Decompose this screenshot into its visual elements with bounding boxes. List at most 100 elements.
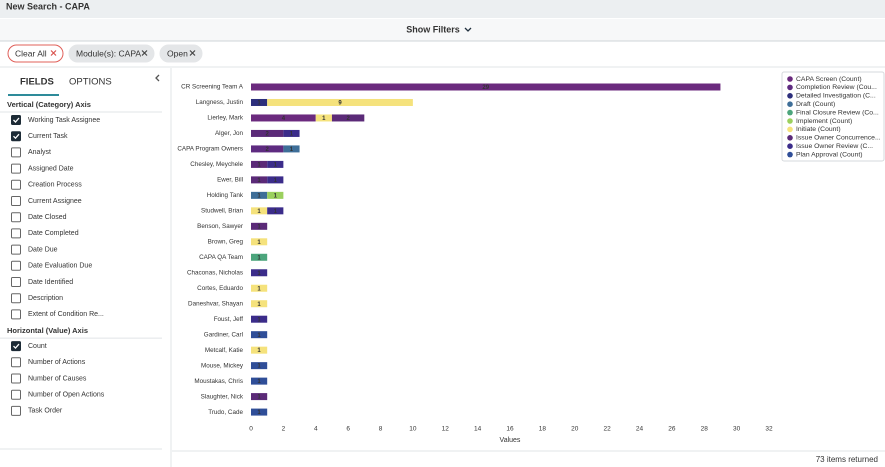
- checkbox[interactable]: [11, 131, 21, 142]
- legend-label: Plan Approval (Count): [796, 151, 863, 158]
- checkbox[interactable]: [11, 277, 21, 287]
- field-label: Date Evaluation Due: [28, 263, 92, 270]
- legend-swatch: [787, 109, 793, 116]
- legend-label: Issue Owner Review (C...: [796, 143, 873, 150]
- checkbox[interactable]: [11, 228, 21, 239]
- bar-segment: [251, 145, 284, 153]
- x-tick-label: 6: [346, 426, 350, 433]
- bar-segment: [251, 238, 268, 246]
- checkbox[interactable]: [11, 293, 21, 304]
- category-label: Slaughter, Nick: [201, 393, 244, 400]
- category-label: Studwell, Brian: [201, 208, 243, 215]
- field-label: Number of Open Actions: [28, 392, 105, 399]
- field-label: Description: [28, 295, 63, 302]
- filter-chip[interactable]: [7, 44, 64, 63]
- category-label: Brown, Greg: [208, 238, 244, 245]
- data-label: 1: [274, 162, 278, 168]
- x-tick-label: 4: [314, 426, 318, 433]
- data-label: 1: [257, 302, 261, 308]
- data-label: 1: [257, 286, 261, 292]
- x-tick-label: 2: [282, 426, 286, 433]
- checkbox[interactable]: [11, 309, 21, 320]
- legend-swatch: [787, 143, 793, 149]
- legend-label: CAPA Screen (Count): [796, 76, 862, 83]
- data-label: 1: [257, 379, 261, 385]
- data-label: 1: [257, 193, 261, 199]
- section-title: Vertical (Category) Axis: [7, 100, 91, 109]
- tab[interactable]: FIELDS: [20, 77, 54, 88]
- checkbox[interactable]: [11, 260, 21, 271]
- category-label: Chesley, Meychele: [190, 161, 243, 168]
- checkbox[interactable]: [11, 196, 21, 206]
- category-label: Trudo, Cade: [208, 409, 243, 416]
- collapse-icon[interactable]: [155, 74, 160, 82]
- field-label: Date Identified: [28, 279, 73, 286]
- chip-label: Module(s): CAPA: [76, 48, 141, 58]
- legend-swatch: [787, 76, 793, 82]
- page-title: New Search - CAPA: [6, 1, 90, 11]
- data-label: 2: [266, 147, 270, 153]
- x-tick-label: 30: [733, 426, 741, 433]
- legend-label: Completion Review (Cou...: [796, 84, 877, 91]
- category-label: CAPA Program Owners: [177, 146, 243, 153]
- checkbox[interactable]: [11, 373, 21, 384]
- data-label: 1: [257, 178, 261, 184]
- bar-segment: [283, 129, 300, 137]
- bar-segment: [251, 129, 284, 137]
- bar-segment: [251, 300, 268, 308]
- checkbox[interactable]: [11, 115, 21, 125]
- bar-segment: [267, 98, 413, 106]
- x-tick-label: 18: [539, 426, 547, 433]
- legend-swatch: [787, 118, 793, 124]
- legend-swatch: [787, 93, 793, 99]
- legend-swatch: [787, 135, 793, 141]
- field-label: Task Order: [28, 408, 63, 415]
- data-label: 1: [257, 224, 261, 230]
- filter-chip[interactable]: [68, 44, 155, 63]
- bar-segment: [251, 98, 268, 106]
- checkbox[interactable]: [11, 389, 21, 400]
- checkbox[interactable]: [11, 244, 21, 255]
- bar-segment: [251, 222, 268, 230]
- data-label: 29: [482, 85, 489, 91]
- data-label: 1: [322, 116, 326, 122]
- tab[interactable]: OPTIONS: [69, 77, 112, 88]
- category-label: Metcalf, Katie: [205, 347, 244, 354]
- bar-segment: [251, 284, 268, 292]
- checkbox[interactable]: [11, 147, 21, 158]
- item-count: 73 items returned: [816, 455, 878, 464]
- show-filters[interactable]: Show Filters: [406, 24, 460, 34]
- bar-segment: [251, 331, 268, 339]
- legend-swatch: [787, 84, 793, 91]
- field-label: Date Completed: [28, 230, 79, 237]
- x-tick-label: 26: [668, 426, 676, 433]
- data-label: 1: [257, 101, 261, 107]
- field-label: Current Assignee: [28, 198, 82, 205]
- bar-segment: [251, 253, 268, 261]
- checkbox[interactable]: [11, 163, 21, 174]
- checkbox[interactable]: [11, 179, 21, 190]
- field-label: Working Task Assignee: [28, 117, 100, 124]
- checkbox[interactable]: [11, 405, 21, 416]
- checkbox[interactable]: [11, 357, 21, 368]
- legend-label: Draft (Count): [796, 101, 835, 108]
- field-label: Assigned Date: [28, 165, 74, 172]
- data-label: 1: [274, 193, 278, 199]
- check-mark: [13, 343, 20, 350]
- x-tick-label: 22: [604, 426, 612, 433]
- bar-segment: [315, 114, 332, 122]
- data-label: 1: [274, 209, 278, 215]
- bar-segment: [267, 207, 284, 215]
- chip-label: Clear All: [15, 48, 47, 58]
- bar-segment: [251, 269, 268, 277]
- data-label: 2: [266, 132, 270, 138]
- checkbox[interactable]: [11, 212, 21, 223]
- checkbox[interactable]: [11, 341, 21, 352]
- category-label: Ewer, Bill: [217, 177, 243, 184]
- x-tick-label: 0: [249, 426, 253, 433]
- filter-chip[interactable]: [159, 44, 203, 63]
- data-label: 1: [257, 364, 261, 370]
- category-label: Benson, Sawyer: [197, 223, 243, 230]
- legend-label: Issue Owner Concurrence...: [796, 135, 881, 142]
